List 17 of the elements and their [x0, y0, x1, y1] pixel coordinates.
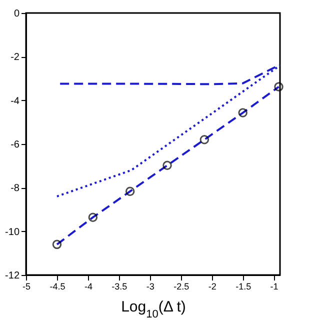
y-tick-label: -6: [10, 140, 20, 150]
x-tick-label: -4: [84, 282, 92, 292]
x-tick-label: -1.5: [236, 282, 252, 292]
y-tick-label: -8: [10, 183, 20, 194]
x-tick-label: -1: [270, 282, 278, 292]
y-tick-label: 0: [14, 8, 20, 20]
x-tick-label: -2.5: [174, 282, 190, 292]
x-axis-title: Log$_{10}$(Δ t): [121, 298, 186, 320]
x-tick-label: -5: [22, 282, 31, 292]
x-tick-label: -3.5: [112, 282, 128, 292]
x-tick-label: -3: [146, 282, 154, 292]
x-tick-label: -4.5: [50, 282, 66, 292]
y-tick-label: -2: [10, 52, 20, 64]
y-tick-label: -10: [5, 226, 20, 238]
y-tick-label: -12: [5, 270, 20, 282]
y-tick-label: -4: [10, 96, 20, 107]
x-tick-label: -2: [208, 282, 216, 292]
